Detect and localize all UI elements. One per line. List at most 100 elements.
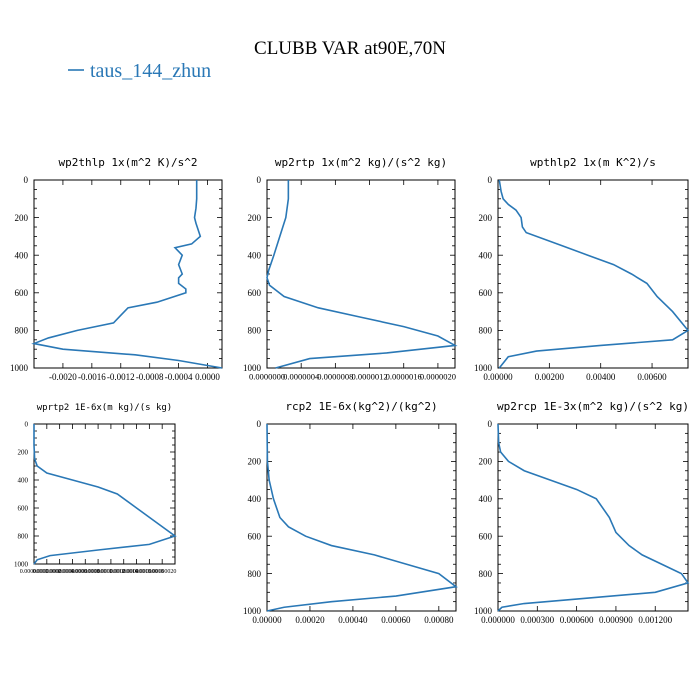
x-tick-label: 0.000300 <box>520 615 554 625</box>
x-tick-label: 0.00600 <box>637 372 667 382</box>
panel-frame <box>497 179 689 369</box>
x-tick-label: 0.00000004 <box>45 569 74 575</box>
x-tick-label: 0.00000018 <box>135 569 164 575</box>
y-tick-label: 0 <box>488 175 493 185</box>
x-tick-label: 0.00020 <box>295 615 325 625</box>
y-tick-label: 600 <box>479 288 493 298</box>
y-tick-label: 200 <box>15 213 29 223</box>
x-tick-label: 0.001200 <box>638 615 672 625</box>
y-tick-label: 400 <box>248 494 262 504</box>
x-tick-label: -0.0008 <box>136 372 164 382</box>
x-tick-label: 0.00200 <box>535 372 565 382</box>
x-tick-label: 0.00000 <box>483 372 513 382</box>
x-tick-label: 0.00000000 <box>20 569 49 575</box>
x-tick-label: 0.000900 <box>599 615 633 625</box>
figure-legend: taus_144_zhun <box>68 60 211 82</box>
chart-panel-6: wp2rcp 1E-3x(m^2 kg)/(s^2 kg) 0 200 400 600 8… <box>474 400 690 625</box>
y-tick-label: 0 <box>25 420 29 428</box>
legend-label: taus_144_zhun <box>90 60 211 82</box>
chart-panel-1: wp2thlp 1x(m^2 K)/s^2 0 200 400 600 800 1000 -0… <box>10 156 223 382</box>
panel-frame <box>266 423 457 612</box>
panel-frame <box>497 423 689 612</box>
y-tick-label: 800 <box>15 326 29 336</box>
y-tick-label: 400 <box>248 250 262 260</box>
y-tick-label: 600 <box>248 531 262 541</box>
x-tick-label: -0.0016 <box>78 372 106 382</box>
x-tick-label: 0.0000016 <box>386 372 422 382</box>
x-tick-label: 0.00000010 <box>84 569 113 575</box>
y-tick-label: 600 <box>248 288 262 298</box>
y-tick-label: 400 <box>15 250 29 260</box>
y-tick-label: 1000 <box>243 363 262 373</box>
x-tick-label: 0.00000 <box>252 615 282 625</box>
series-line-1 <box>498 179 690 369</box>
y-tick-label: 0 <box>257 175 262 185</box>
x-tick-label: 0.00000016 <box>122 569 151 575</box>
y-tick-label: 800 <box>18 532 29 540</box>
y-tick-label: 800 <box>479 326 493 336</box>
y-tick-label: 200 <box>18 448 29 456</box>
x-tick-label: 0.00000020 <box>148 569 177 575</box>
panel-title: wp2rcp 1E-3x(m^2 kg)/(s^2 kg) <box>497 400 689 413</box>
x-tick-label: 0.00000006 <box>58 569 87 575</box>
y-tick-label: 200 <box>248 457 262 467</box>
x-tick-label: -0.0004 <box>165 372 193 382</box>
y-tick-label: 0 <box>488 419 493 429</box>
panel-title: rcp2 1E-6x(kg^2)/(kg^2) <box>285 400 437 413</box>
y-tick-label: 600 <box>479 531 493 541</box>
x-tick-label: 0.0000 <box>195 372 220 382</box>
x-tick-label: 0.00000014 <box>109 569 138 575</box>
x-tick-label: 0.00060 <box>381 615 411 625</box>
x-tick-label: -0.0012 <box>107 372 135 382</box>
y-tick-label: 400 <box>479 250 493 260</box>
x-tick-label: -0.0020 <box>49 372 77 382</box>
x-tick-label: 0.00000002 <box>33 569 62 575</box>
figure-title: CLUBB VAR at90E,70N <box>254 38 446 59</box>
chart-panel-3: wpthlp2 1x(m K^2)/s020040060080010000.00… <box>474 156 690 382</box>
y-tick-label: 1000 <box>243 606 262 616</box>
x-tick-label: 0.000000 <box>481 615 515 625</box>
panel-title: wprtp2 1E-6x(m kg)/(s kg) <box>37 403 172 413</box>
x-tick-label: 0.0000004 <box>283 372 320 382</box>
y-tick-label: 800 <box>248 326 262 336</box>
chart-panel-2: wp2rtp 1x(m^2 kg)/(s^2 kg) 0 200 400 600 800 1… <box>243 156 458 382</box>
chart-panel-5: rcp2 1E-6x(kg^2)/(kg^2) 0 200 400 600 800 1000… <box>243 400 458 625</box>
series-line-1 <box>266 423 458 612</box>
x-tick-label: 0.00040 <box>338 615 368 625</box>
x-tick-label: 0.0000020 <box>420 372 456 382</box>
y-tick-label: 1000 <box>10 363 29 373</box>
y-tick-label: 400 <box>479 494 493 504</box>
y-tick-label: 1000 <box>14 560 29 568</box>
y-tick-label: 200 <box>248 213 262 223</box>
y-tick-label: 800 <box>479 569 493 579</box>
panel-frame <box>266 179 456 369</box>
x-tick-label: 0.00000012 <box>97 569 126 575</box>
x-tick-label: 0.00000008 <box>71 569 100 575</box>
panel-title: wpthlp2 1x(m K^2)/s <box>530 156 656 169</box>
x-tick-label: 0.00400 <box>586 372 616 382</box>
y-tick-label: 1000 <box>474 363 493 373</box>
panel-frame <box>33 179 223 369</box>
series-line-1 <box>266 180 458 369</box>
panel-title: wp2rtp 1x(m^2 kg)/(s^2 kg) <box>275 156 447 169</box>
x-tick-label: 0.0000012 <box>351 372 387 382</box>
series-line-1 <box>497 423 690 612</box>
x-tick-label: 0.0000000 <box>249 372 285 382</box>
x-tick-label: 0.000600 <box>560 615 594 625</box>
series-line-1 <box>31 180 223 369</box>
x-tick-label: 0.0000008 <box>317 372 353 382</box>
y-tick-label: 600 <box>15 288 29 298</box>
series-line-1 <box>33 424 177 565</box>
y-tick-label: 400 <box>18 476 29 484</box>
y-tick-label: 600 <box>18 504 29 512</box>
y-tick-label: 200 <box>479 213 493 223</box>
y-tick-label: 1000 <box>474 606 493 616</box>
panel-title: wp2thlp 1x(m^2 K)/s^2 <box>58 156 197 169</box>
y-tick-label: 800 <box>248 569 262 579</box>
chart-panel-4: wprtp2 1E-6x(m kg)/(s kg) 0 200 400 600 800 10… <box>14 403 177 575</box>
y-tick-label: 0 <box>257 419 262 429</box>
y-tick-label: 0 <box>24 175 29 185</box>
x-tick-label: 0.00080 <box>424 615 454 625</box>
y-tick-label: 200 <box>479 457 493 467</box>
